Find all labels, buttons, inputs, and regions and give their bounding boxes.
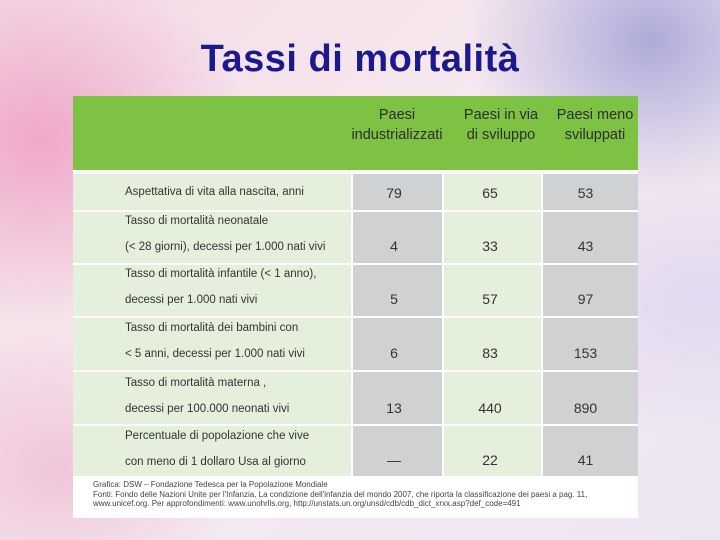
row-label: Tasso di mortalità dei bambini con < 5 a… [125, 322, 305, 360]
row-label: Percentuale di popolazione che vive con … [125, 430, 310, 468]
row-divider [73, 210, 638, 212]
header-least-developed: Paesi meno sviluppati [556, 107, 634, 143]
cell-value: 6 [390, 345, 398, 361]
row-label: Tasso di mortalità infantile (< 1 anno),… [125, 268, 317, 306]
row-divider [73, 424, 638, 426]
row-divider [73, 263, 638, 265]
cell-value: 43 [577, 238, 594, 254]
cell-value: 53 [577, 185, 594, 201]
cell-value: — [387, 452, 401, 468]
row-label: Aspettativa di vita alla nascita, anni [125, 186, 304, 198]
table-row: Tasso di mortalità neonatale (< 28 giorn… [73, 212, 638, 265]
table-footnote: Grafica: DSW – Fondazione Tedesca per la… [73, 476, 638, 518]
footnote-line: www.unicef.org. Per approfondimenti: www… [93, 499, 521, 508]
cell-value: 97 [577, 291, 594, 307]
header-developing: Paesi in via di sviluppo [463, 107, 539, 143]
mortality-table: Paesi industrializzati Paesi in via di s… [73, 96, 638, 518]
row-label: Tasso di mortalità materna , decessi per… [125, 377, 290, 415]
footnote-line: Fonti: Fondo delle Nazioni Unite per l'I… [93, 489, 588, 499]
table-row: Tasso di mortalità dei bambini con < 5 a… [73, 318, 638, 372]
table-row: Tasso di mortalità infantile (< 1 anno),… [73, 265, 638, 318]
cell-value: 79 [386, 185, 402, 201]
cell-value: 5 [390, 291, 398, 307]
table-row: Tasso di mortalità materna , decessi per… [73, 372, 638, 426]
row-divider [73, 370, 638, 372]
cell-value: 41 [577, 452, 594, 468]
cell-value: 33 [482, 238, 498, 254]
row-divider [73, 316, 638, 318]
table-row: Percentuale di popolazione che vive con … [73, 426, 638, 476]
header-industrialized: Paesi industrializzati [351, 107, 443, 143]
cell-value: 65 [482, 185, 498, 201]
footnote-line: Grafica: DSW – Fondazione Tedesca per la… [93, 480, 328, 489]
cell-value: 13 [386, 400, 402, 416]
table-body: Aspettativa di vita alla nascita, anni 7… [73, 174, 638, 476]
cell-value: 4 [390, 238, 398, 254]
table-header: Paesi industrializzati Paesi in via di s… [73, 96, 638, 170]
cell-value: 890 [573, 400, 598, 416]
cell-value: 22 [482, 452, 498, 468]
cell-value: 57 [482, 291, 498, 307]
cell-value: 83 [482, 345, 498, 361]
table-row: Aspettativa di vita alla nascita, anni 7… [73, 174, 638, 212]
cell-value: 153 [573, 345, 598, 361]
cell-value: 440 [478, 400, 502, 416]
slide-title: Tassi di mortalità [200, 38, 520, 80]
row-label: Tasso di mortalità neonatale (< 28 giorn… [125, 215, 326, 253]
